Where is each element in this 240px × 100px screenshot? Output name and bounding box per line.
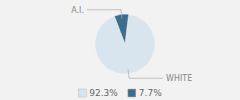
leader-line bbox=[128, 69, 163, 78]
pie-slice bbox=[95, 14, 155, 74]
legend-swatch bbox=[128, 89, 136, 97]
legend: 92.3% 7.7% bbox=[78, 88, 162, 98]
pie-slice bbox=[114, 14, 128, 44]
legend-label: 92.3% bbox=[89, 88, 118, 98]
leader-line bbox=[87, 10, 122, 19]
legend-item: 7.7% bbox=[128, 88, 162, 98]
slice-label: WHITE bbox=[166, 74, 192, 83]
legend-label: 7.7% bbox=[139, 88, 162, 98]
legend-item: 92.3% bbox=[78, 88, 118, 98]
slice-label: A.I. bbox=[71, 6, 84, 15]
legend-swatch bbox=[78, 89, 86, 97]
pie: WHITE A.I. bbox=[71, 6, 192, 84]
chart: WHITE A.I. 92.3% 7.7% bbox=[0, 0, 240, 100]
